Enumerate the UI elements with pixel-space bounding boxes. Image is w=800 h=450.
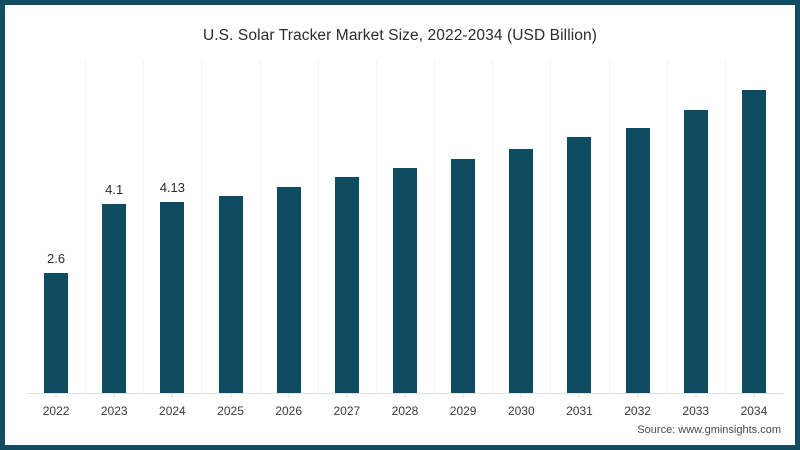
gridline-vertical bbox=[375, 60, 377, 394]
bar-group[interactable] bbox=[725, 60, 783, 398]
gridline-vertical bbox=[492, 60, 494, 394]
bar-value-label: 4.13 bbox=[159, 180, 186, 196]
x-axis-label: 2027 bbox=[333, 404, 361, 418]
x-axis-tick-mark bbox=[346, 394, 348, 398]
gridline-vertical bbox=[608, 60, 610, 394]
gridline-vertical bbox=[317, 60, 319, 394]
x-axis-tick-mark bbox=[404, 394, 406, 398]
x-axis-label: 2029 bbox=[449, 404, 477, 418]
bar[interactable] bbox=[509, 148, 534, 394]
bar-value-label: 2.6 bbox=[47, 251, 66, 267]
gridline-vertical bbox=[434, 60, 436, 394]
bar[interactable] bbox=[276, 186, 301, 394]
x-axis-tick-mark bbox=[578, 394, 580, 398]
x-axis-tick-mark bbox=[695, 394, 697, 398]
x-axis-label: 2031 bbox=[566, 404, 593, 418]
bar-group[interactable]: 2.6 bbox=[27, 60, 85, 398]
bar[interactable] bbox=[334, 176, 359, 394]
page-title: U.S. Solar Tracker Market Size, 2022-203… bbox=[202, 27, 597, 44]
x-axis-label: 2023 bbox=[100, 404, 128, 418]
x-axis-tick-mark bbox=[288, 394, 290, 398]
x-axis-label: 2022 bbox=[42, 404, 70, 418]
bar-group[interactable] bbox=[434, 60, 492, 398]
x-axis-tick-mark bbox=[753, 394, 755, 398]
x-axis-label: 2026 bbox=[275, 404, 303, 418]
gridline-vertical bbox=[85, 60, 87, 394]
bar[interactable] bbox=[741, 89, 766, 394]
x-axis-label: 2034 bbox=[740, 404, 768, 418]
x-axis-tick-mark bbox=[55, 394, 57, 398]
x-axis-label: 2032 bbox=[624, 404, 651, 418]
x-axis-tick-mark bbox=[113, 394, 115, 398]
bar[interactable] bbox=[683, 109, 708, 394]
grid-lines bbox=[27, 60, 783, 394]
x-axis-tick-labels: 2022 2023 2024 2025 2026 2027 2028 2029 2030 2031… bbox=[27, 404, 783, 424]
plot-area: 2.6 4.1 4.13 bbox=[27, 60, 783, 398]
x-axis-label: 2033 bbox=[682, 404, 710, 418]
bar-group[interactable]: 4.1 bbox=[85, 60, 143, 398]
x-axis-tick-mark bbox=[520, 394, 522, 398]
source-attribution: Source: www.gminsights.com bbox=[637, 424, 781, 436]
x-axis-label: 2025 bbox=[217, 404, 244, 418]
bar-group[interactable] bbox=[550, 60, 608, 398]
x-axis-label: 2030 bbox=[507, 404, 535, 418]
gridline-vertical bbox=[550, 60, 552, 394]
bar-group[interactable] bbox=[260, 60, 318, 398]
bar-group[interactable] bbox=[376, 60, 434, 398]
x-axis-tick-mark bbox=[462, 394, 464, 398]
bar-group[interactable] bbox=[492, 60, 550, 398]
bar-series: 2.6 4.1 4.13 bbox=[27, 60, 783, 398]
gridline-vertical bbox=[143, 60, 145, 394]
bar-group[interactable] bbox=[667, 60, 725, 398]
bar[interactable] bbox=[567, 137, 592, 394]
bar-value-label: 4.1 bbox=[105, 181, 124, 197]
bar[interactable] bbox=[392, 168, 417, 394]
bar-group[interactable]: 4.13 bbox=[143, 60, 201, 398]
x-axis-label: 2024 bbox=[159, 404, 186, 418]
gridline-vertical bbox=[201, 60, 203, 394]
bar-group[interactable] bbox=[318, 60, 376, 398]
bar[interactable] bbox=[625, 128, 650, 394]
chart-inner-frame: U.S. Solar Tracker Market Size, 2022-203… bbox=[5, 5, 795, 445]
x-axis-label: 2028 bbox=[391, 404, 419, 418]
bar[interactable] bbox=[44, 273, 69, 394]
bar-group[interactable] bbox=[201, 60, 259, 398]
x-axis-tick-mark bbox=[637, 394, 639, 398]
x-axis-tick-mark bbox=[171, 394, 173, 398]
bar-group[interactable] bbox=[609, 60, 667, 398]
bar[interactable] bbox=[451, 159, 476, 394]
bar[interactable] bbox=[160, 202, 185, 394]
bar[interactable] bbox=[102, 203, 127, 394]
x-axis-line bbox=[27, 393, 783, 394]
gridline-vertical bbox=[666, 60, 668, 394]
x-axis-tick-mark bbox=[230, 394, 232, 398]
bar[interactable] bbox=[218, 196, 243, 394]
gridline-vertical bbox=[724, 60, 726, 394]
gridline-vertical bbox=[259, 60, 261, 394]
